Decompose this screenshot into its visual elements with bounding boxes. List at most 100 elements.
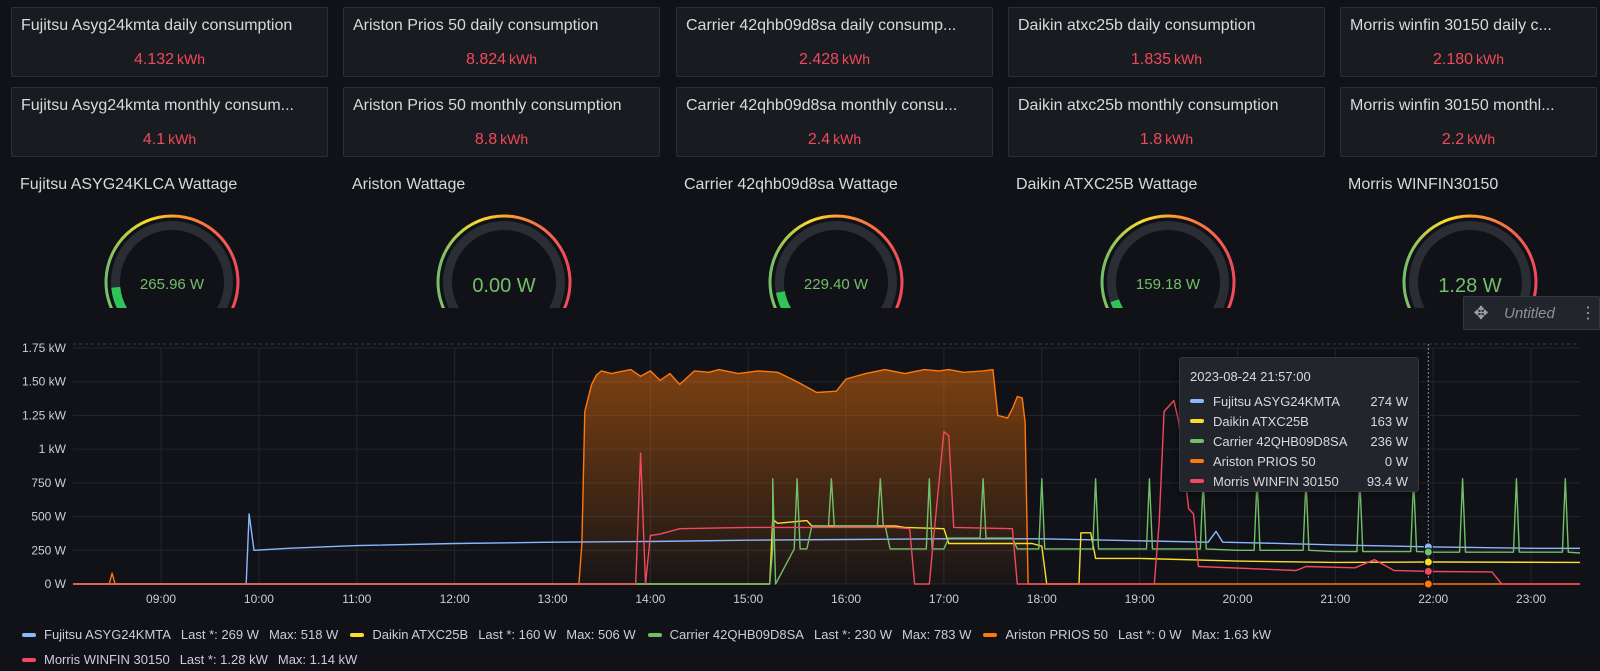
series-swatch — [1190, 459, 1204, 463]
panel-title: Ariston Prios 50 monthly consumption — [353, 97, 622, 114]
series-swatch — [983, 632, 998, 637]
y-tick-label: 1.75 kW — [22, 341, 67, 355]
stat-panel-fujitsu-monthly[interactable]: Fujitsu Asyg24kmta monthly consum... 4.1… — [11, 87, 328, 157]
x-tick-label: 13:00 — [537, 592, 567, 606]
stat-panel-ariston-daily[interactable]: Ariston Prios 50 daily consumption 8.824… — [343, 7, 660, 77]
y-tick-label: 1 kW — [39, 442, 67, 456]
legend-max: Max: 506 W — [566, 627, 636, 642]
stat-value: 8.8 kWh — [474, 131, 529, 148]
legend-item-ariston[interactable]: Ariston PRIOS 50 Last *: 0 W Max: 1.63 kW — [983, 627, 1271, 642]
series-line-fujitsu-asyg24kmta — [73, 513, 1580, 585]
y-tick-label: 1.25 kW — [22, 408, 67, 422]
gauge-threshold-arc — [1100, 214, 1236, 308]
y-tick-label: 250 W — [31, 543, 66, 557]
move-icon[interactable]: ✥ — [1473, 302, 1489, 323]
hover-point — [1423, 566, 1433, 576]
tooltip-row: Morris WINFIN 30150 93.4 W — [1190, 471, 1408, 491]
panel-title: Fujitsu Asyg24kmta daily consumption — [21, 17, 293, 34]
x-tick-label: 16:00 — [831, 592, 861, 606]
tooltip-series-name: Ariston PRIOS 50 — [1213, 453, 1316, 469]
gauge-fujitsu — [104, 214, 240, 308]
tooltip-series-value: 93.4 W — [1366, 473, 1408, 489]
x-tick-label: 18:00 — [1027, 592, 1057, 606]
panel-title: Morris winfin 30150 monthl... — [1350, 97, 1555, 114]
stat-value: 2.428 kWh — [798, 51, 871, 68]
x-tick-label: 15:00 — [733, 592, 763, 606]
panel-title: Carrier 42qhb09d8sa monthly consu... — [686, 97, 958, 114]
untitled-panel-header[interactable]: ✥ Untitled ⋮ — [1463, 296, 1600, 330]
stat-panel-morris-daily[interactable]: Morris winfin 30150 daily c... 2.180 kWh — [1340, 7, 1597, 77]
legend-name: Ariston PRIOS 50 — [1005, 627, 1108, 642]
gauge-value-band — [111, 286, 128, 308]
legend-last: Last *: 269 W — [180, 627, 259, 642]
x-tick-label: 14:00 — [635, 592, 665, 606]
y-tick-label: 0 W — [45, 577, 67, 591]
legend-last: Last *: 160 W — [478, 627, 557, 642]
gauge-track — [111, 221, 233, 308]
x-tick-label: 09:00 — [146, 592, 176, 606]
stat-panel-carrier-daily[interactable]: Carrier 42qhb09d8sa daily consump... 2.4… — [676, 7, 993, 77]
gauge-carrier — [768, 214, 904, 308]
tooltip-series-name: Fujitsu ASYG24KMTA — [1213, 393, 1340, 409]
x-tick-label: 20:00 — [1222, 592, 1252, 606]
tooltip-series-name: Daikin ATXC25B — [1213, 413, 1309, 429]
stat-panel-morris-monthly[interactable]: Morris winfin 30150 monthl... 2.2 kWh — [1340, 87, 1597, 157]
x-tick-label: 12:00 — [440, 592, 470, 606]
legend-max: Max: 783 W — [902, 627, 972, 642]
hover-point — [1423, 557, 1433, 567]
y-tick-label: 500 W — [31, 510, 66, 524]
series-line-morris-winfin-30150 — [73, 399, 1580, 585]
legend-item-carrier[interactable]: Carrier 42QHB09D8SA Last *: 230 W Max: 783… — [647, 627, 972, 642]
stat-panel-fujitsu-daily[interactable]: Fujitsu Asyg24kmta daily consumption 4.1… — [11, 7, 328, 77]
tooltip-row: Daikin ATXC25B 163 W — [1190, 411, 1408, 431]
chart-legend-row-1: Fujitsu ASYG24KMTA Last *: 269 W Max: 518 … — [22, 627, 1283, 642]
gauge-value-daikin: 159.18 W — [1135, 276, 1201, 293]
tooltip-row: Fujitsu ASYG24KMTA 274 W — [1190, 391, 1408, 411]
legend-last: Last *: 230 W — [813, 627, 893, 642]
stat-panel-ariston-monthly[interactable]: Ariston Prios 50 monthly consumption 8.8… — [343, 87, 660, 157]
series-line-daikin-atxc25b — [73, 518, 1581, 585]
gauge-title-morris: Morris WINFIN30150 — [1348, 176, 1499, 193]
tooltip-series-value: 0 W — [1384, 453, 1408, 469]
legend-name: Morris WINFIN 30150 — [44, 652, 170, 667]
gauge-value-band — [775, 291, 792, 308]
gauge-threshold-arc — [104, 214, 240, 308]
y-tick-label: 750 W — [31, 476, 66, 490]
gauge-morris — [1402, 214, 1538, 308]
gauge-value-fujitsu: 265.96 W — [139, 276, 205, 293]
legend-item-daikin[interactable]: Daikin ATXC25B Last *: 160 W Max: 506 W — [350, 627, 636, 642]
tooltip-series-value: 163 W — [1370, 413, 1408, 429]
legend-name: Fujitsu ASYG24KMTA — [44, 627, 171, 642]
gauge-threshold-arc — [1402, 214, 1538, 308]
tooltip-row: Carrier 42QHB09D8SA 236 W — [1190, 431, 1408, 451]
gauge-title-daikin: Daikin ATXC25B Wattage — [1016, 176, 1198, 193]
x-tick-label: 21:00 — [1320, 592, 1350, 606]
series-swatch — [22, 657, 36, 662]
series-swatch — [1190, 399, 1204, 403]
gauge-threshold-arc — [768, 214, 904, 308]
stat-value: 2.4 kWh — [807, 131, 862, 148]
legend-item-fujitsu[interactable]: Fujitsu ASYG24KMTA Last *: 269 W Max: 518 … — [22, 627, 338, 642]
legend-name: Daikin ATXC25B — [372, 627, 469, 642]
legend-item-morris[interactable]: Morris WINFIN 30150 Last *: 1.28 kW Max: 1… — [22, 652, 357, 667]
legend-max: Max: 1.14 kW — [277, 652, 358, 667]
series-line-ariston-prios-50 — [73, 368, 1580, 585]
stat-value: 2.2 kWh — [1441, 131, 1496, 148]
panel-title: Daikin atxc25b daily consumption — [1018, 17, 1256, 34]
series-line-carrier-42qhb09d8sa — [73, 478, 1581, 585]
gauge-track — [775, 221, 897, 308]
tooltip-series-name: Morris WINFIN 30150 — [1213, 473, 1339, 489]
y-tick-label: 1.50 kW — [22, 375, 67, 389]
gauge-track — [1107, 221, 1229, 308]
stat-panel-carrier-monthly[interactable]: Carrier 42qhb09d8sa monthly consu... 2.4… — [676, 87, 993, 157]
stat-panel-daikin-daily[interactable]: Daikin atxc25b daily consumption 1.835 kW… — [1008, 7, 1325, 77]
panel-title-untitled: Untitled — [1504, 304, 1555, 322]
series-swatch — [1190, 419, 1204, 423]
stat-panel-daikin-monthly[interactable]: Daikin atxc25b monthly consumption 1.8 kW… — [1008, 87, 1325, 157]
gauge-threshold-arc — [436, 214, 572, 308]
series-swatch — [1190, 479, 1204, 483]
x-tick-label: 11:00 — [342, 592, 371, 606]
stat-value: 1.8 kWh — [1139, 131, 1194, 148]
kebab-menu-icon[interactable]: ⋮ — [1580, 305, 1596, 322]
legend-name: Carrier 42QHB09D8SA — [669, 627, 804, 642]
